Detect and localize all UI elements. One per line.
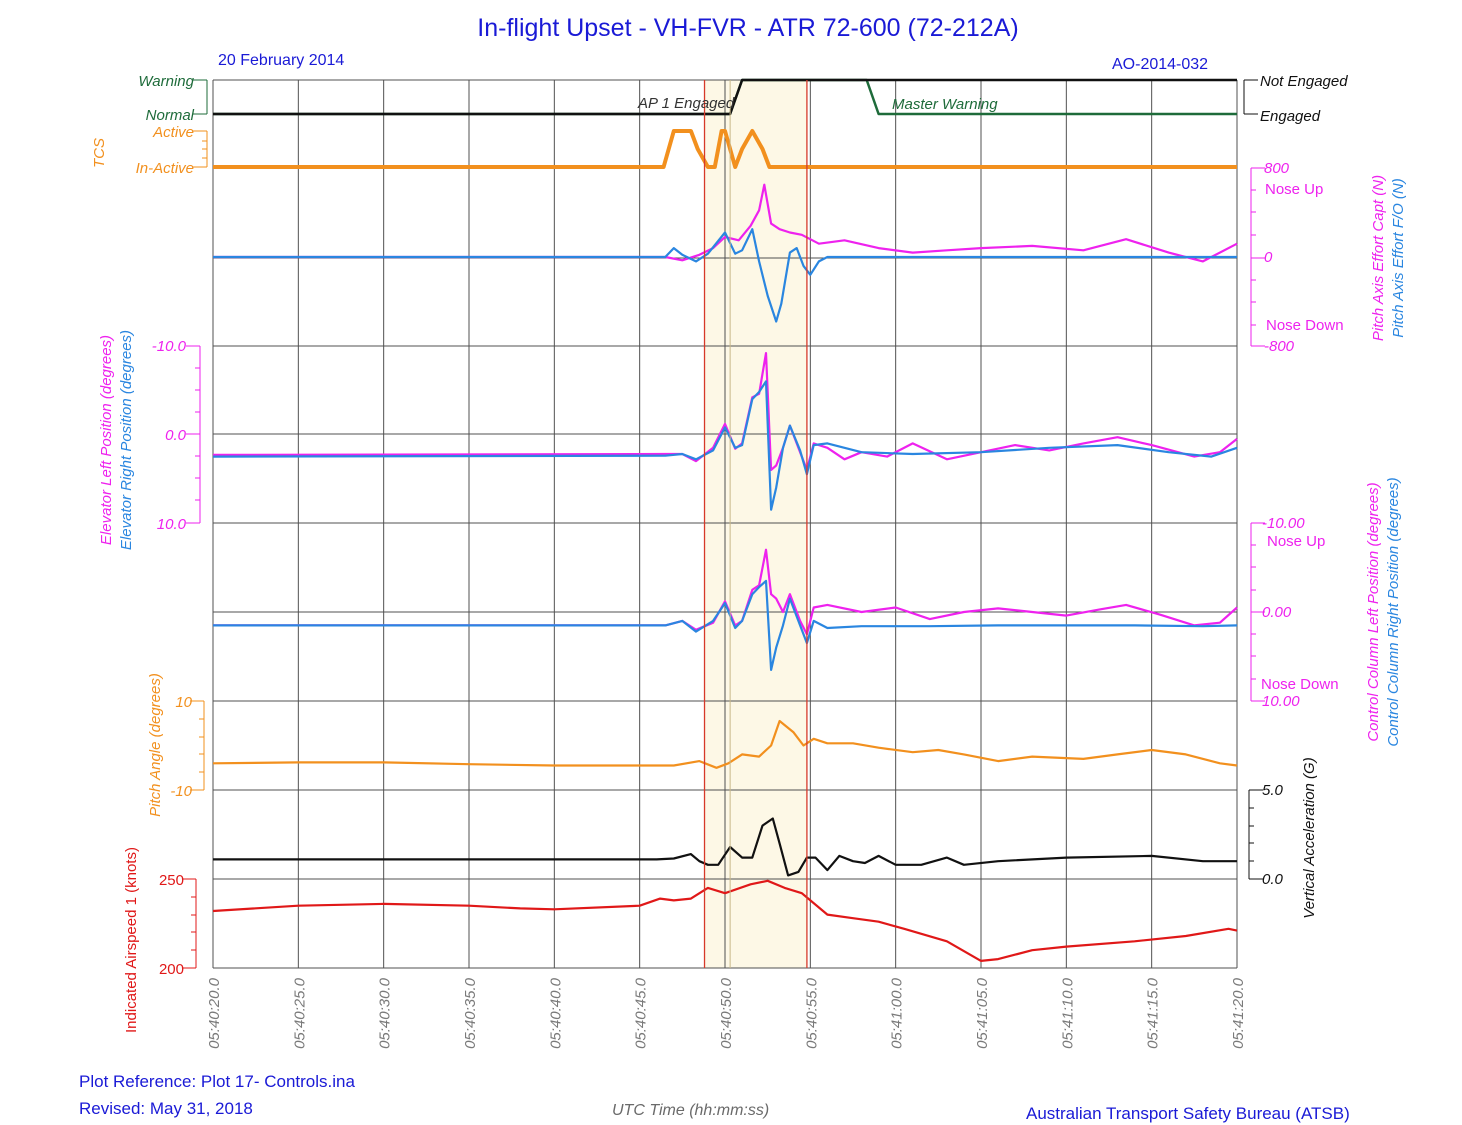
right-axis-title: Pitch Axis Effort F/O (N) bbox=[1390, 178, 1407, 337]
left-tick-label: -10.0 bbox=[152, 338, 187, 355]
right-tick-label: 800 bbox=[1264, 160, 1290, 177]
x-tick-label: 05:40:30.0 bbox=[377, 977, 394, 1049]
x-tick-label: 05:40:45.0 bbox=[633, 977, 650, 1049]
series-line-master-warning bbox=[213, 78, 1237, 116]
x-tick-label: 05:40:40.0 bbox=[547, 977, 564, 1049]
tcs-axis-title: TCS bbox=[91, 138, 108, 168]
series-line-vertical-acceleration bbox=[213, 817, 1237, 877]
series-line-control-column bbox=[213, 579, 1238, 672]
left-tick-label: -10 bbox=[170, 783, 192, 800]
series-line-tcs bbox=[213, 129, 1237, 169]
x-axis-label: UTC Time (hh:mm:ss) bbox=[612, 1102, 770, 1119]
revised-date: Revised: May 31, 2018 bbox=[79, 1099, 253, 1118]
left-tick-label: Active bbox=[152, 124, 194, 141]
left-tick-label: 0.0 bbox=[165, 427, 187, 444]
right-axis-title: Pitch Axis Effort Capt (N) bbox=[1370, 175, 1387, 341]
axis-labels: 05:40:20.0 05:40:25.0 05:40:30.0 05:40:35.0… bbox=[91, 73, 1407, 1049]
x-tick-label: 05:41:00.0 bbox=[889, 977, 906, 1049]
left-tick-label: In-Active bbox=[136, 160, 194, 177]
right-tick-label: 0.0 bbox=[1262, 871, 1284, 888]
right-axis-title: Control Column Left Position (degrees) bbox=[1365, 482, 1382, 741]
chart-title: In-flight Upset - VH-FVR - ATR 72-600 (7… bbox=[477, 14, 1019, 42]
right-axis-title: Control Column Right Position (degrees) bbox=[1385, 477, 1402, 746]
right-note: Nose Up bbox=[1265, 181, 1323, 198]
left-tick-label: 10.0 bbox=[157, 516, 187, 533]
annotation: Master Warning bbox=[892, 96, 998, 113]
plot-reference: Plot Reference: Plot 17- Controls.ina bbox=[79, 1072, 355, 1091]
right-tick-label: Not Engaged bbox=[1260, 73, 1348, 90]
x-tick-label: 05:40:55.0 bbox=[803, 977, 820, 1049]
left-axis-title: Indicated Airspeed 1 (knots) bbox=[123, 847, 140, 1033]
series-line-airspeed bbox=[212, 879, 1238, 963]
right-note: Nose Up bbox=[1267, 533, 1325, 550]
right-tick-label: 10.00 bbox=[1262, 693, 1300, 710]
right-tick-label: Engaged bbox=[1260, 108, 1321, 125]
left-axis-title: Pitch Angle (degrees) bbox=[147, 673, 164, 817]
left-tick-label: 10 bbox=[175, 694, 192, 711]
x-tick-label: 05:40:25.0 bbox=[291, 977, 308, 1049]
right-tick-label: 5.0 bbox=[1262, 782, 1284, 799]
series-line-pitch-angle bbox=[212, 719, 1238, 769]
left-tick-label: Warning bbox=[138, 73, 194, 90]
series-line-elevator bbox=[212, 380, 1238, 511]
agency-label: Australian Transport Safety Bureau (ATSB… bbox=[1026, 1104, 1350, 1123]
right-tick-label: 0 bbox=[1264, 249, 1273, 266]
x-tick-label: 05:40:20.0 bbox=[206, 977, 223, 1049]
x-tick-label: 05:40:35.0 bbox=[462, 977, 479, 1049]
left-tick-label: 200 bbox=[159, 961, 184, 978]
right-note: Nose Down bbox=[1266, 317, 1344, 334]
highlight-region bbox=[704, 80, 807, 968]
x-tick-label: 05:41:20.0 bbox=[1230, 977, 1247, 1049]
date-label: 20 February 2014 bbox=[218, 52, 345, 69]
right-tick-label: 0.00 bbox=[1262, 604, 1292, 621]
right-tick-label: -10.00 bbox=[1262, 515, 1305, 532]
marker-lines bbox=[703, 80, 808, 968]
series-line-pitch-effort bbox=[213, 228, 1237, 323]
x-tick-label: 05:40:50.0 bbox=[718, 977, 735, 1049]
left-tick-label: Normal bbox=[146, 107, 195, 124]
right-note: Nose Down bbox=[1261, 676, 1339, 693]
right-axis-title: Vertical Acceleration (G) bbox=[1301, 757, 1318, 918]
x-tick-label: 05:41:05.0 bbox=[974, 977, 991, 1049]
left-tick-label: 250 bbox=[159, 872, 184, 889]
left-axis-title: Elevator Left Position (degrees) bbox=[98, 335, 115, 545]
annotation: AP 1 Engaged bbox=[637, 95, 735, 112]
x-tick-label: 05:41:10.0 bbox=[1059, 977, 1076, 1049]
report-id: AO-2014-032 bbox=[1112, 56, 1209, 73]
x-tick-label: 05:41:15.0 bbox=[1145, 977, 1162, 1049]
grid bbox=[212, 79, 1238, 969]
left-axis-title: Elevator Right Position (degrees) bbox=[118, 330, 135, 550]
right-tick-label: -800 bbox=[1264, 338, 1295, 355]
